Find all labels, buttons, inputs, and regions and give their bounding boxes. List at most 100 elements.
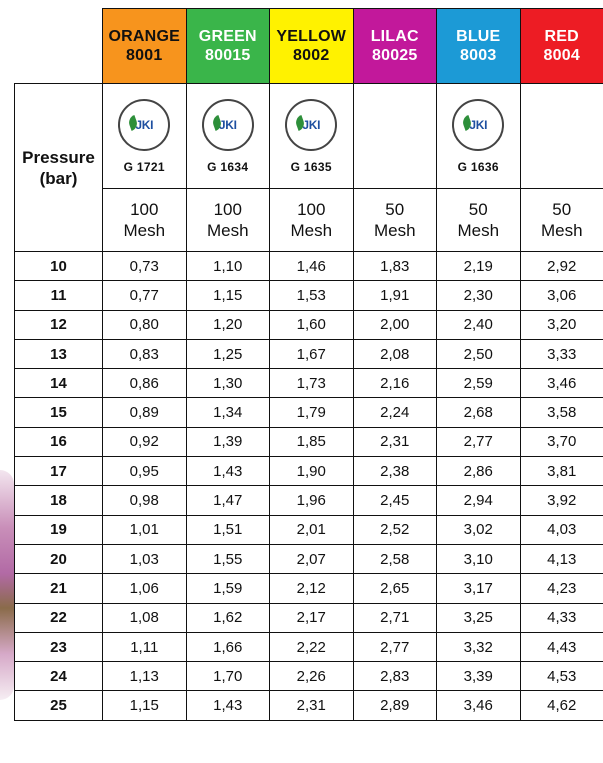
flow-value-cell: 0,95 [103, 457, 187, 486]
flow-value-cell: 1,43 [186, 691, 270, 720]
mesh-row: 100 Mesh 100 Mesh 100 Mesh 50 Mesh 50 Mesh 50 Mesh [15, 189, 603, 252]
mesh-unit: Mesh [354, 220, 437, 241]
color-code: 80025 [354, 46, 437, 65]
mesh-value: 50 [354, 199, 437, 220]
color-header-red: RED 8004 [520, 9, 603, 84]
flow-value-cell: 2,31 [270, 691, 354, 720]
flow-value-cell: 3,20 [520, 310, 603, 339]
flow-value-cell: 1,55 [186, 544, 270, 573]
pressure-cell: 20 [15, 544, 103, 573]
flow-value-cell: 2,68 [437, 398, 521, 427]
flow-value-cell: 2,19 [437, 252, 521, 281]
table-row: 25 1,15 1,43 2,31 2,89 3,46 4,62 [15, 691, 603, 720]
mesh-value: 100 [270, 199, 353, 220]
flow-value-cell: 1,83 [353, 252, 437, 281]
flow-value-cell: 3,39 [437, 662, 521, 691]
pressure-header: Pressure (bar) [15, 84, 103, 252]
flow-value-cell: 1,03 [103, 544, 187, 573]
table-row: 19 1,01 1,51 2,01 2,52 3,02 4,03 [15, 515, 603, 544]
mesh-value: 100 [103, 199, 186, 220]
flow-value-cell: 2,40 [437, 310, 521, 339]
flow-value-cell: 0,98 [103, 486, 187, 515]
color-header-row: ORANGE 8001 GREEN 80015 YELLOW 8002 LILAC 80025… [15, 9, 603, 84]
flow-value-cell: 0,73 [103, 252, 187, 281]
color-header-blue: BLUE 8003 [437, 9, 521, 84]
jki-certification-logo-icon: JKI [118, 99, 170, 151]
flow-value-cell: 2,89 [353, 691, 437, 720]
flow-value-cell: 3,92 [520, 486, 603, 515]
flow-value-cell: 1,08 [103, 603, 187, 632]
flow-value-cell: 1,46 [270, 252, 354, 281]
flow-value-cell: 1,51 [186, 515, 270, 544]
pressure-header-label: Pressure [15, 147, 102, 168]
pressure-cell: 19 [15, 515, 103, 544]
mesh-unit: Mesh [521, 220, 603, 241]
corner-cell [15, 9, 103, 84]
flow-value-cell: 0,83 [103, 339, 187, 368]
flow-value-cell: 2,94 [437, 486, 521, 515]
flow-value-cell: 1,11 [103, 632, 187, 661]
color-code: 8001 [103, 46, 186, 65]
mesh-cell: 100 Mesh [103, 189, 187, 252]
flow-value-cell: 2,38 [353, 457, 437, 486]
jki-certification-logo-icon: JKI [285, 99, 337, 151]
flow-value-cell: 2,59 [437, 369, 521, 398]
flow-value-cell: 1,85 [270, 427, 354, 456]
flow-value-cell: 1,90 [270, 457, 354, 486]
flow-value-cell: 3,17 [437, 574, 521, 603]
color-name: YELLOW [270, 27, 353, 46]
certification-cell: JKI G 1634 [186, 84, 270, 189]
color-header-orange: ORANGE 8001 [103, 9, 187, 84]
flow-value-cell: 3,46 [520, 369, 603, 398]
flow-value-cell: 3,33 [520, 339, 603, 368]
flow-value-cell: 3,58 [520, 398, 603, 427]
flow-value-cell: 2,58 [353, 544, 437, 573]
pressure-cell: 10 [15, 252, 103, 281]
flow-value-cell: 1,47 [186, 486, 270, 515]
pressure-cell: 23 [15, 632, 103, 661]
flow-value-cell: 2,50 [437, 339, 521, 368]
pressure-cell: 18 [15, 486, 103, 515]
flow-value-cell: 2,22 [270, 632, 354, 661]
flow-value-cell: 1,59 [186, 574, 270, 603]
color-header-green: GREEN 80015 [186, 9, 270, 84]
flow-value-cell: 1,06 [103, 574, 187, 603]
flow-value-cell: 1,15 [103, 691, 187, 720]
flow-value-cell: 2,31 [353, 427, 437, 456]
certification-cell [353, 84, 437, 189]
flow-value-cell: 1,01 [103, 515, 187, 544]
flow-value-cell: 2,26 [270, 662, 354, 691]
mesh-unit: Mesh [103, 220, 186, 241]
mesh-cell: 50 Mesh [520, 189, 603, 252]
flow-value-cell: 1,62 [186, 603, 270, 632]
flow-value-cell: 1,43 [186, 457, 270, 486]
flow-value-cell: 0,86 [103, 369, 187, 398]
color-code: 8002 [270, 46, 353, 65]
mesh-value: 100 [187, 199, 270, 220]
pressure-cell: 21 [15, 574, 103, 603]
flow-value-cell: 2,24 [353, 398, 437, 427]
flow-value-cell: 2,45 [353, 486, 437, 515]
certification-code: G 1634 [207, 160, 248, 174]
flow-value-cell: 2,30 [437, 281, 521, 310]
mesh-cell: 100 Mesh [270, 189, 354, 252]
color-name: RED [521, 27, 603, 46]
mesh-value: 50 [521, 199, 603, 220]
table-row: 23 1,11 1,66 2,22 2,77 3,32 4,43 [15, 632, 603, 661]
mesh-cell: 50 Mesh [437, 189, 521, 252]
certification-cell [520, 84, 603, 189]
background-decoration [0, 0, 14, 763]
flow-value-cell: 0,77 [103, 281, 187, 310]
flow-value-cell: 1,70 [186, 662, 270, 691]
flow-value-cell: 1,20 [186, 310, 270, 339]
flow-value-cell: 3,02 [437, 515, 521, 544]
flow-value-cell: 0,92 [103, 427, 187, 456]
flow-value-cell: 4,43 [520, 632, 603, 661]
flow-value-cell: 4,62 [520, 691, 603, 720]
flow-value-cell: 3,10 [437, 544, 521, 573]
flow-value-cell: 2,77 [437, 427, 521, 456]
color-code: 8003 [437, 46, 520, 65]
certification-cell: JKI G 1721 [103, 84, 187, 189]
flow-value-cell: 1,53 [270, 281, 354, 310]
flow-value-cell: 2,92 [520, 252, 603, 281]
